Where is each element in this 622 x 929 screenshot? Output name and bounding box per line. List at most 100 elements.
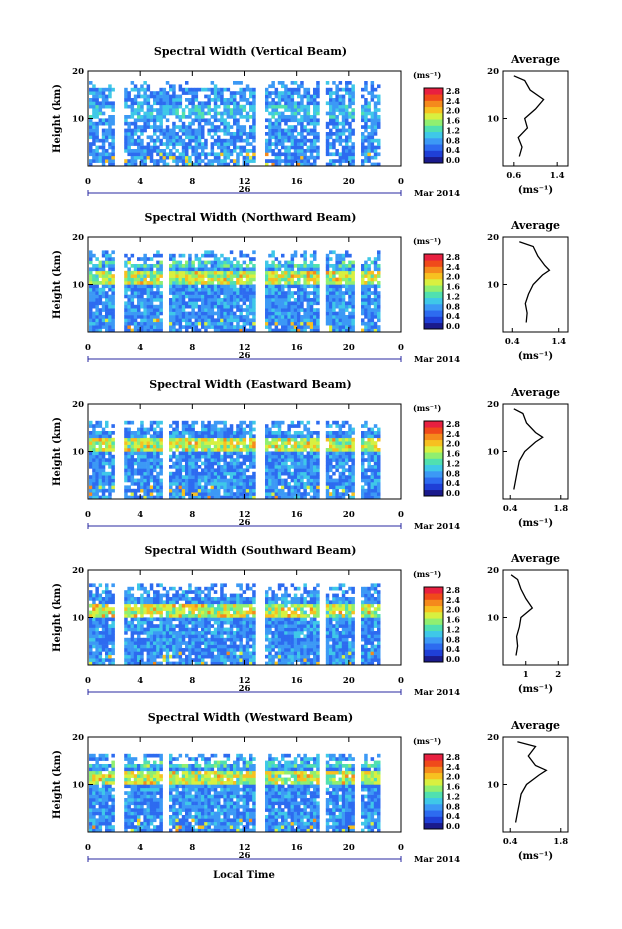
heatmap-cell — [175, 434, 179, 439]
heatmap-cell — [188, 281, 192, 285]
heatmap-cell — [124, 485, 128, 490]
heatmap-cell — [124, 444, 128, 449]
heatmap-cell — [226, 138, 231, 143]
heatmap-cell — [127, 284, 131, 289]
heatmap-cell — [364, 104, 368, 109]
heatmap-cell — [89, 115, 93, 119]
heatmap-cell — [108, 281, 112, 285]
heatmap-cell — [140, 287, 144, 292]
heatmap-cell — [281, 485, 285, 490]
heatmap-cell — [245, 482, 250, 486]
heatmap-cell — [277, 434, 282, 439]
heatmap-cell — [178, 135, 183, 140]
heatmap-cell — [153, 108, 157, 112]
heatmap-cell — [370, 274, 375, 278]
heatmap-cell — [105, 149, 109, 153]
heatmap-cell — [146, 454, 151, 459]
heatmap-cell — [213, 132, 218, 136]
heatmap-cell — [293, 291, 298, 295]
heatmap-cell — [197, 162, 202, 167]
heatmap-cell — [325, 311, 330, 316]
heatmap-cell — [175, 304, 179, 309]
heatmap-cell — [217, 294, 221, 299]
heatmap-cell — [348, 91, 352, 95]
heatmap-cell — [194, 294, 199, 299]
heatmap-cell — [345, 250, 349, 255]
heatmap-cell — [351, 475, 355, 479]
heatmap-cell — [341, 465, 346, 469]
heatmap-cell — [252, 118, 256, 123]
heatmap-cell — [277, 281, 282, 285]
heatmap-cell — [185, 311, 189, 316]
heatmap-cell — [124, 441, 128, 445]
heatmap-cell — [229, 94, 234, 99]
heatmap-cell — [300, 315, 304, 319]
heatmap-cell — [367, 468, 371, 473]
heatmap-cell — [207, 250, 211, 255]
heatmap-cell — [204, 142, 208, 146]
heatmap-cell — [213, 304, 218, 309]
heatmap-cell — [367, 482, 371, 486]
heatmap-cell — [172, 427, 176, 432]
heatmap-cell — [226, 264, 231, 268]
heatmap-cell — [124, 294, 128, 299]
heatmap-cell — [361, 441, 365, 445]
heatmap-cell — [313, 87, 317, 92]
heatmap-cell — [287, 152, 291, 157]
heatmap-cell — [169, 87, 173, 92]
heatmap-cell — [274, 104, 279, 109]
heatmap-cell — [95, 461, 99, 466]
colorbar: (ms⁻¹)0.00.40.81.21.62.02.42.8 — [413, 236, 460, 331]
heatmap-cell — [146, 111, 151, 116]
heatmap-cell — [351, 444, 355, 449]
heatmap-cell — [101, 607, 106, 611]
heatmap-cell — [316, 135, 320, 140]
heatmap-cell — [178, 478, 183, 483]
heatmap-cell — [252, 250, 256, 255]
heatmap-cell — [194, 270, 199, 275]
heatmap-cell — [101, 634, 106, 639]
heatmap-cell — [172, 321, 176, 326]
heatmap-cell — [277, 287, 282, 292]
heatmap-cell — [175, 465, 179, 469]
heatmap-cell — [204, 260, 208, 265]
heatmap-cell — [133, 121, 138, 126]
heatmap-cell — [101, 617, 106, 622]
heatmap-cell — [281, 468, 285, 473]
heatmap-cell — [245, 304, 250, 309]
heatmap-cell — [181, 267, 186, 272]
y-axis-label: Height (km) — [52, 84, 63, 153]
heatmap-cell — [108, 159, 112, 163]
heatmap-cell — [367, 159, 371, 163]
heatmap-cell — [197, 138, 202, 143]
heatmap-cell — [137, 471, 141, 476]
heatmap-cell — [194, 138, 199, 143]
heatmap-cell — [348, 145, 352, 150]
heatmap-cell — [236, 454, 240, 459]
heatmap-cell — [265, 142, 269, 146]
heatmap-cell — [268, 315, 272, 319]
heatmap-cell — [133, 284, 138, 289]
heatmap-cell — [348, 321, 352, 326]
heatmap-cell — [268, 482, 272, 486]
heatmap-cell — [105, 461, 109, 466]
heatmap-cell — [156, 159, 160, 163]
average-y-tick-label: 10 — [487, 281, 499, 291]
heatmap-cell — [185, 468, 189, 473]
heatmap-cell — [229, 287, 234, 292]
heatmap-cell — [201, 87, 205, 92]
heatmap-cell — [101, 315, 106, 319]
heatmap-cell — [265, 461, 269, 466]
heatmap-cell — [95, 586, 99, 591]
heatmap-cell — [92, 287, 96, 292]
heatmap-cell — [306, 87, 311, 92]
heatmap-cell — [281, 465, 285, 469]
heatmap-cell — [130, 420, 135, 425]
heatmap-cell — [111, 260, 115, 265]
heatmap-cell — [204, 488, 208, 493]
heatmap-cell — [268, 111, 272, 116]
heatmap-cell — [265, 274, 269, 278]
heatmap-cell — [274, 159, 279, 163]
heatmap-cell — [101, 149, 106, 153]
heatmap-cell — [140, 441, 144, 445]
